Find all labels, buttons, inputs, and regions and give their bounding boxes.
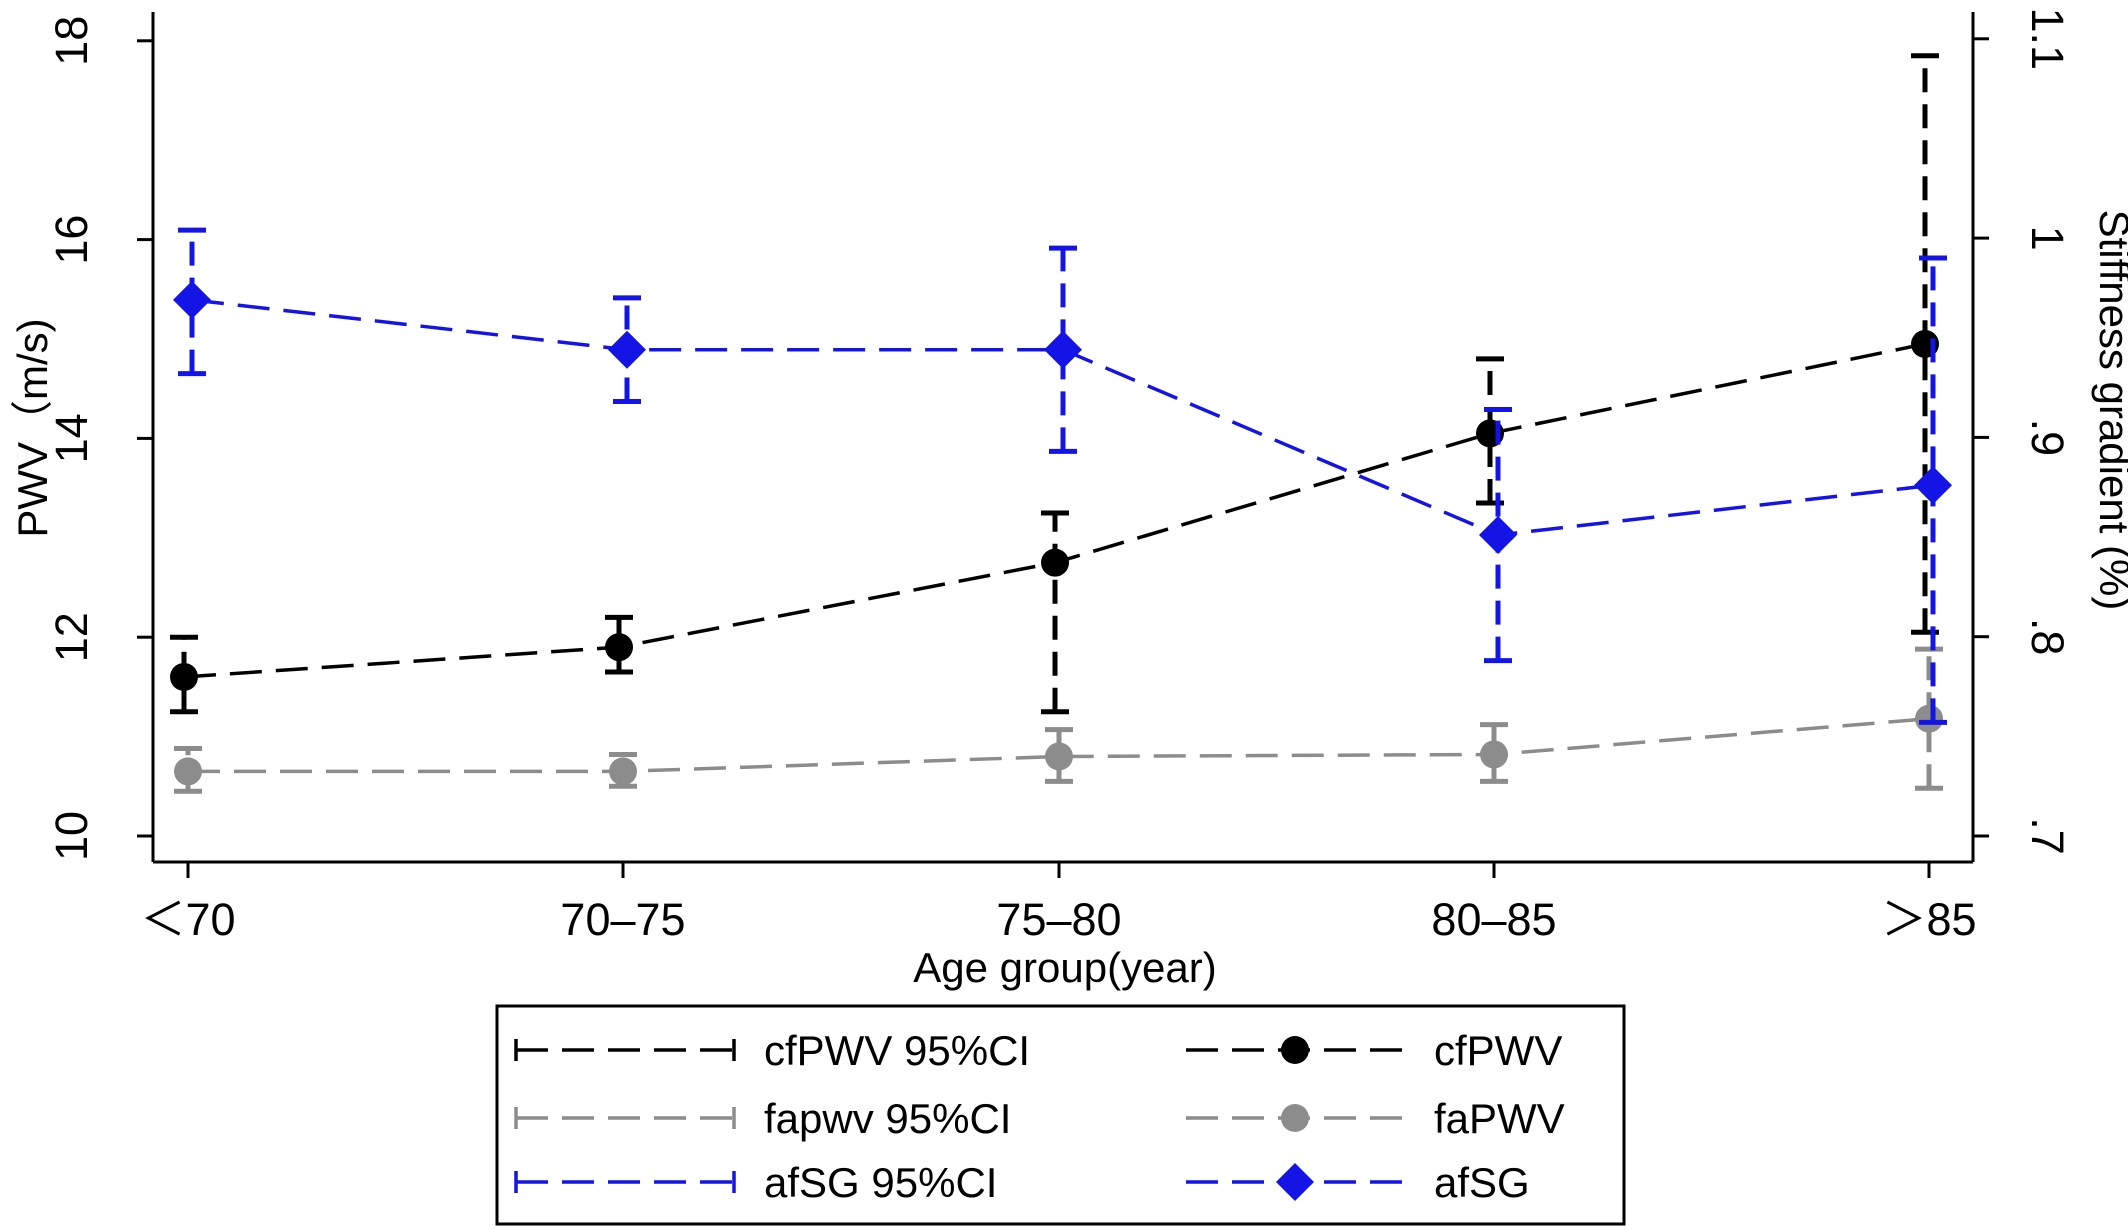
series-faPWV (174, 646, 1943, 794)
point-faPWV (174, 757, 202, 786)
point-afSG (1914, 466, 1952, 505)
legend: cfPWV 95%CI cfPWV fapwv 95%CI faPWV afSG 95%… (495, 1004, 1626, 1226)
point-faPWV (1915, 704, 1943, 733)
legend-marker-faPWV (1281, 1104, 1309, 1132)
x-tick-label: 80–85 (1431, 894, 1556, 945)
point-cfPWV (605, 633, 633, 662)
legend-label-faPWV-ci: fapwv 95%CI (764, 1095, 1011, 1142)
y-left-tick-label: 12 (46, 612, 97, 662)
line-afSG (191, 298, 1934, 537)
y-left-tick-label: 18 (46, 16, 97, 66)
x-tick-label: 75–80 (996, 894, 1121, 945)
legend-label-afSG: afSG (1434, 1159, 1530, 1206)
point-cfPWV (1041, 548, 1069, 577)
legend-label-faPWV: faPWV (1434, 1095, 1565, 1142)
point-afSG (173, 280, 211, 319)
y-axis-right-label: Stiffness gradient (%) (2091, 210, 2128, 611)
legend-label-cfPWV-ci: cfPWV 95%CI (764, 1027, 1030, 1074)
series-layer (170, 53, 1952, 794)
line-faPWV (188, 716, 1930, 774)
legend-marker-afSG (1276, 1163, 1314, 1201)
y-right-tick-label: 1 (2022, 226, 2073, 251)
point-faPWV (1480, 740, 1508, 769)
legend-box (495, 1004, 1626, 1226)
series-cfPWV (170, 53, 1939, 715)
point-afSG (1479, 516, 1517, 555)
legend-label-afSG-ci: afSG 95%CI (764, 1159, 997, 1206)
x-axis-label: Age group(year) (913, 944, 1217, 991)
legend-label-cfPWV: cfPWV (1434, 1027, 1562, 1074)
y-right-tick-label: .9 (2022, 419, 2073, 457)
series-afSG (173, 227, 1952, 725)
point-afSG (608, 330, 646, 369)
point-faPWV (1045, 742, 1073, 771)
y-right-tick-label: .8 (2022, 618, 2073, 656)
point-faPWV (609, 757, 637, 786)
y-right-tick-label: 1.1 (2022, 8, 2073, 71)
axes: 10 12 14 16 18 .7 .8 .9 1 1.1 ＜70 70–75 75–80 80–85 ＞8… (46, 8, 2073, 945)
y-left-tick-label: 10 (46, 811, 97, 861)
legend-marker-cfPWV (1281, 1036, 1309, 1064)
x-tick-label: ＞85 (1881, 894, 1976, 945)
y-right-tick-label: .7 (2022, 817, 2073, 855)
point-afSG (1044, 330, 1082, 369)
x-tick-label: ＜70 (140, 894, 235, 945)
y-left-tick-label: 16 (46, 215, 97, 265)
point-cfPWV (170, 662, 198, 691)
x-tick-label: 70–75 (560, 894, 685, 945)
y-left-tick-label: 14 (46, 413, 97, 463)
y-axis-left-label: PWV（m/s) (9, 318, 56, 537)
